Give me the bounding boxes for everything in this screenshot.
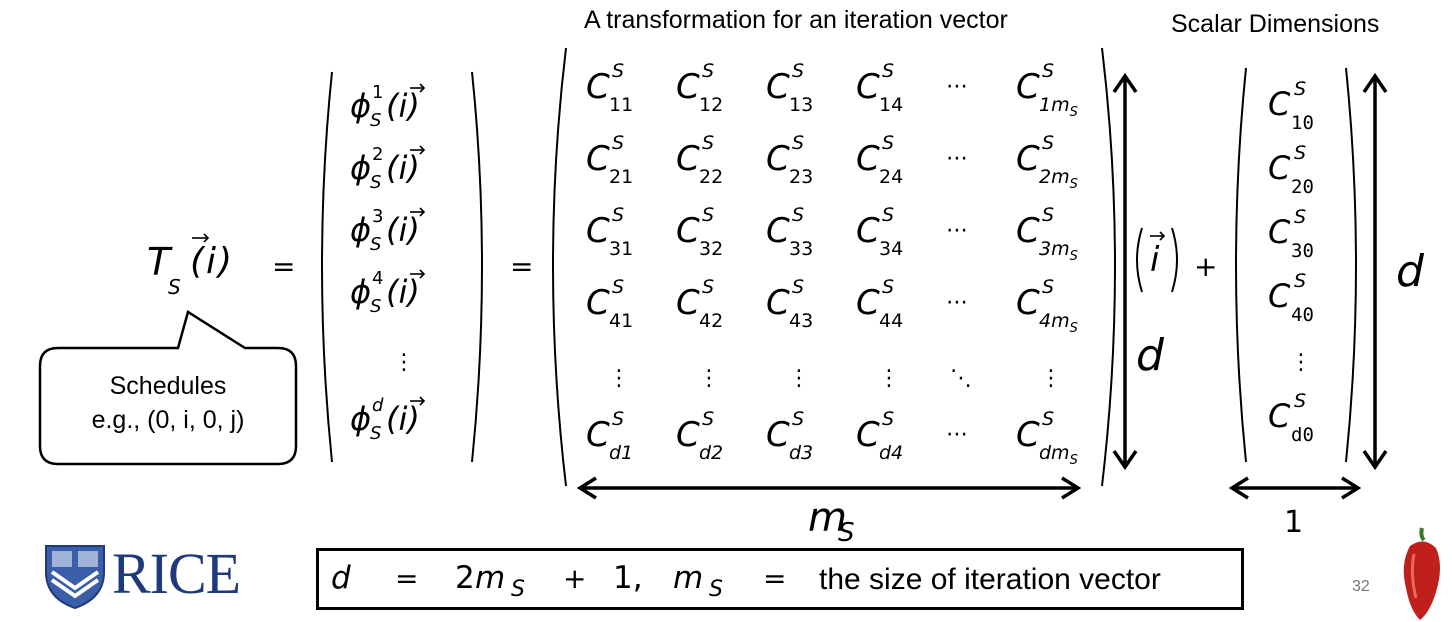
formula-eq-1: =	[395, 562, 419, 595]
matrix-cell: C S 42	[676, 276, 724, 332]
scalar-height-arrow	[1362, 72, 1388, 471]
phi-vdots: ⋮	[393, 350, 415, 375]
scalar-right-paren	[1345, 67, 1357, 463]
matrix-cell: C S 44	[856, 276, 904, 332]
lhs-T-sub: S	[168, 275, 181, 299]
label-d-scalar: d	[1396, 246, 1424, 297]
vec-arrows	[192, 83, 1166, 406]
phi-d: ϕ d S (i)	[350, 395, 420, 444]
matrix-hdots: ⋯	[946, 422, 968, 447]
formula-m: m	[475, 560, 506, 596]
formula-m2-sub: S	[709, 577, 723, 602]
lhs-T: T	[147, 240, 171, 284]
matrix-cell: C S 31	[586, 204, 634, 260]
matrix-left-paren	[552, 47, 567, 487]
matrix-cell: C S 41	[586, 276, 634, 332]
ivec-left-paren	[1136, 227, 1143, 293]
header-transformation: A transformation for an iteration vector	[584, 6, 1008, 34]
scalar-cell: C S 10	[1268, 78, 1314, 134]
formula-eq-2: =	[763, 562, 787, 595]
label-m: m	[808, 495, 847, 541]
matrix-vdots: ⋮	[608, 366, 630, 391]
page-number: 32	[1352, 578, 1370, 595]
matrix-ddots: ⋱	[950, 366, 972, 391]
lhs-arg: (i)	[190, 241, 235, 282]
label-d-matrix: d	[1136, 330, 1164, 381]
matrix-vdots: ⋮	[698, 366, 720, 391]
formula-two: 2	[455, 560, 475, 596]
phi-4: ϕ 4 S (i)	[350, 268, 420, 317]
phi-right-paren	[471, 71, 483, 463]
matrix-cell: C S 21	[586, 132, 634, 188]
matrix-vdots: ⋮	[788, 366, 810, 391]
formula-desc: the size of iteration vector	[819, 563, 1161, 596]
chili-pepper-icon	[1403, 527, 1440, 620]
matrix-cell: C S 11	[586, 60, 634, 116]
matrix-hdots: ⋯	[946, 218, 968, 243]
matrix-hdots: ⋯	[946, 290, 968, 315]
callout-bubble	[38, 310, 298, 466]
phi-2: ϕ 2 S (i)	[350, 144, 420, 193]
matrix-vdots: ⋮	[878, 366, 900, 391]
phi-1: ϕ 1 S (i)	[350, 82, 420, 131]
phi-left-paren	[321, 71, 333, 463]
matrix-cell: C S 23	[766, 132, 814, 188]
callout-text: Schedules e.g., (0, i, 0, j)	[40, 370, 296, 438]
label-one: 1	[1284, 505, 1304, 540]
phi-3: ϕ 3 S (i)	[350, 206, 420, 255]
header-scalar-dimensions: Scalar Dimensions	[1171, 10, 1380, 38]
matrix-cell: C S 3mS	[1016, 204, 1078, 264]
formula-box: d = 2 m S + 1, m S = the size of iterati…	[316, 548, 1244, 610]
matrix-cell: C S 32	[676, 204, 724, 260]
formula-d: d	[331, 560, 351, 596]
formula-m2: m	[673, 560, 704, 596]
scalar-width-arrow	[1228, 476, 1362, 500]
matrix-height-arrow	[1112, 72, 1138, 471]
matrix-cell: C S 13	[766, 60, 814, 116]
matrix-cell: C S 14	[856, 60, 904, 116]
callout-line-2: e.g., (0, i, 0, j)	[91, 405, 245, 434]
matrix-cell: C S 33	[766, 204, 814, 260]
equals-sign-2: =	[510, 250, 534, 283]
iteration-vector-i: i	[1150, 240, 1160, 280]
matrix-cell: C S 43	[766, 276, 814, 332]
label-m-sub: S	[838, 518, 855, 548]
matrix-hdots: ⋯	[946, 74, 968, 99]
equals-sign-1: =	[272, 250, 296, 283]
callout-line-1: Schedules	[109, 372, 227, 400]
matrix-cell: C S 12	[676, 60, 724, 116]
matrix-vdots: ⋮	[1040, 366, 1062, 391]
scalar-left-paren	[1235, 67, 1247, 463]
matrix-cell: C S 4mS	[1016, 276, 1078, 336]
rice-shield-icon	[45, 545, 105, 610]
scalar-cell: C S 20	[1268, 142, 1314, 198]
matrix-cell: C S 24	[856, 132, 904, 188]
formula-one: 1,	[613, 560, 643, 596]
matrix-cell: C S 34	[856, 204, 904, 260]
matrix-cell: C S 2mS	[1016, 132, 1078, 192]
scalar-cell: C S 40	[1268, 270, 1314, 326]
plus-sign: +	[1194, 250, 1218, 283]
scalar-cell: C S 30	[1268, 206, 1314, 262]
formula-m-sub: S	[511, 577, 525, 602]
matrix-hdots: ⋯	[946, 146, 968, 171]
matrix-width-arrow	[576, 476, 1082, 500]
matrix-right-paren	[1101, 47, 1116, 487]
rice-logo-text: RICE	[112, 541, 241, 606]
formula-plus: +	[563, 562, 587, 595]
ivec-right-paren	[1171, 227, 1178, 293]
matrix-cell: C S 22	[676, 132, 724, 188]
scalar-vdots: ⋮	[1290, 350, 1312, 375]
matrix-cell: C S 1mS	[1016, 60, 1078, 120]
